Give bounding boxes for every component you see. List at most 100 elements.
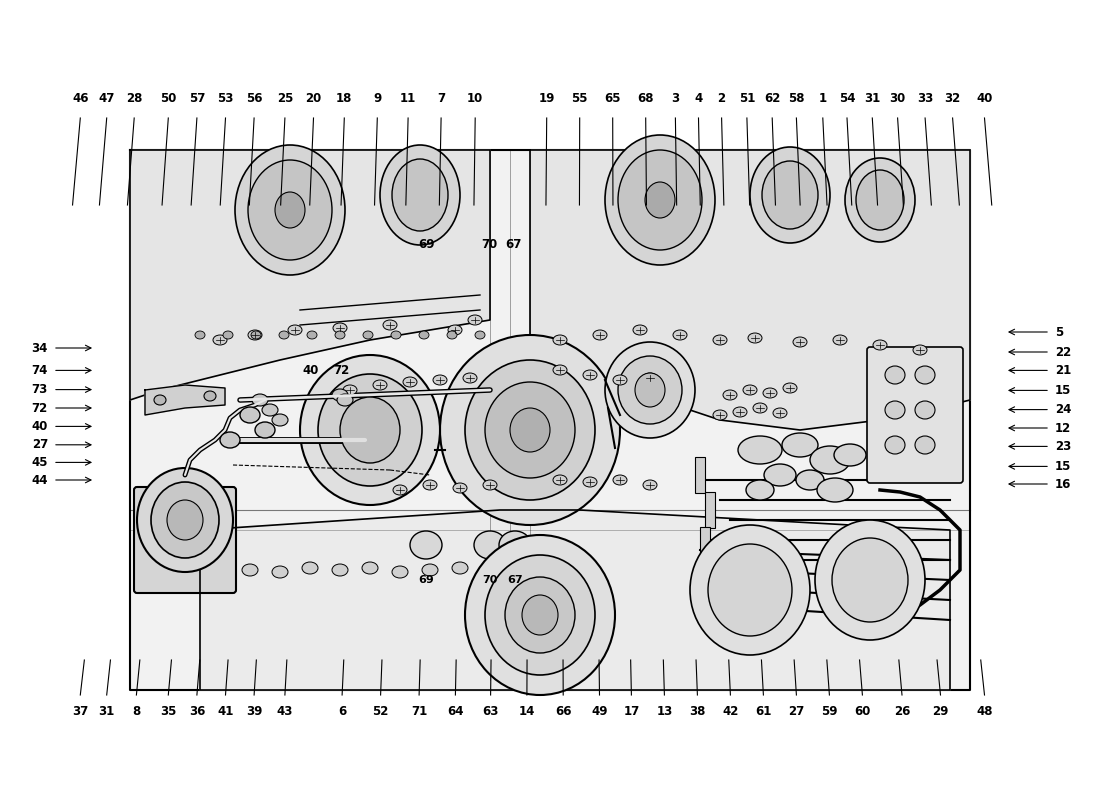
Ellipse shape bbox=[613, 475, 627, 485]
Text: 72: 72 bbox=[333, 364, 349, 377]
Bar bbox=[710, 562, 720, 598]
Ellipse shape bbox=[645, 182, 675, 218]
Ellipse shape bbox=[403, 377, 417, 387]
Bar bbox=[705, 492, 715, 528]
Ellipse shape bbox=[522, 595, 558, 635]
Ellipse shape bbox=[553, 335, 566, 345]
Text: 14: 14 bbox=[519, 705, 535, 718]
FancyBboxPatch shape bbox=[867, 347, 962, 483]
Ellipse shape bbox=[713, 335, 727, 345]
Ellipse shape bbox=[240, 407, 260, 423]
Ellipse shape bbox=[337, 394, 353, 406]
Ellipse shape bbox=[255, 422, 275, 438]
Polygon shape bbox=[145, 385, 226, 415]
Text: 6: 6 bbox=[338, 705, 346, 718]
Polygon shape bbox=[130, 150, 490, 400]
Ellipse shape bbox=[856, 170, 904, 230]
Ellipse shape bbox=[763, 388, 777, 398]
Ellipse shape bbox=[553, 365, 566, 375]
Text: 8: 8 bbox=[132, 705, 141, 718]
Text: 50: 50 bbox=[161, 92, 176, 105]
Ellipse shape bbox=[302, 562, 318, 574]
Text: 26: 26 bbox=[894, 705, 910, 718]
Text: eurospares: eurospares bbox=[180, 282, 480, 326]
Text: 73: 73 bbox=[32, 383, 48, 396]
Ellipse shape bbox=[834, 444, 866, 466]
Ellipse shape bbox=[262, 404, 278, 416]
Ellipse shape bbox=[279, 331, 289, 339]
Text: 12: 12 bbox=[1055, 422, 1071, 434]
Text: 2: 2 bbox=[717, 92, 726, 105]
Ellipse shape bbox=[248, 330, 262, 340]
Text: 59: 59 bbox=[821, 705, 838, 718]
Text: 68: 68 bbox=[637, 92, 653, 105]
Ellipse shape bbox=[379, 145, 460, 245]
Ellipse shape bbox=[605, 135, 715, 265]
Ellipse shape bbox=[553, 475, 566, 485]
Ellipse shape bbox=[773, 408, 786, 418]
Ellipse shape bbox=[733, 407, 747, 417]
Ellipse shape bbox=[242, 564, 258, 576]
Bar bbox=[695, 457, 705, 493]
Text: 71: 71 bbox=[411, 705, 427, 718]
Ellipse shape bbox=[832, 538, 908, 622]
Ellipse shape bbox=[613, 375, 627, 385]
Ellipse shape bbox=[333, 323, 346, 333]
Ellipse shape bbox=[419, 331, 429, 339]
Text: 61: 61 bbox=[756, 705, 771, 718]
Ellipse shape bbox=[223, 331, 233, 339]
Ellipse shape bbox=[332, 564, 348, 576]
Text: 72: 72 bbox=[32, 402, 48, 414]
Ellipse shape bbox=[340, 397, 400, 463]
Text: 32: 32 bbox=[945, 92, 960, 105]
Text: 52: 52 bbox=[373, 705, 388, 718]
Ellipse shape bbox=[453, 483, 468, 493]
Ellipse shape bbox=[447, 331, 456, 339]
Ellipse shape bbox=[915, 401, 935, 419]
Text: 64: 64 bbox=[447, 705, 464, 718]
Ellipse shape bbox=[673, 330, 688, 340]
Text: 35: 35 bbox=[161, 705, 176, 718]
Text: 70: 70 bbox=[482, 575, 497, 585]
Text: 67: 67 bbox=[507, 575, 522, 585]
Text: 74: 74 bbox=[32, 364, 48, 377]
Text: 63: 63 bbox=[483, 705, 498, 718]
Text: 55: 55 bbox=[572, 92, 588, 105]
Text: 62: 62 bbox=[764, 92, 780, 105]
Text: 43: 43 bbox=[277, 705, 293, 718]
Ellipse shape bbox=[422, 564, 438, 576]
Text: 11: 11 bbox=[400, 92, 416, 105]
FancyBboxPatch shape bbox=[134, 487, 236, 593]
Ellipse shape bbox=[393, 485, 407, 495]
Ellipse shape bbox=[713, 410, 727, 420]
Ellipse shape bbox=[886, 436, 905, 454]
Text: 49: 49 bbox=[592, 705, 607, 718]
Ellipse shape bbox=[475, 331, 485, 339]
Text: 69: 69 bbox=[418, 238, 436, 250]
Text: eurospares: eurospares bbox=[565, 474, 865, 518]
Text: 36: 36 bbox=[189, 705, 205, 718]
Text: 7: 7 bbox=[437, 92, 446, 105]
Ellipse shape bbox=[505, 577, 575, 653]
Ellipse shape bbox=[593, 330, 607, 340]
Ellipse shape bbox=[307, 331, 317, 339]
Text: 19: 19 bbox=[539, 92, 554, 105]
Ellipse shape bbox=[764, 464, 796, 486]
Ellipse shape bbox=[332, 389, 348, 401]
Ellipse shape bbox=[272, 414, 288, 426]
Ellipse shape bbox=[915, 366, 935, 384]
Text: 31: 31 bbox=[99, 705, 114, 718]
Ellipse shape bbox=[390, 331, 402, 339]
Ellipse shape bbox=[915, 436, 935, 454]
Text: 18: 18 bbox=[337, 92, 352, 105]
Ellipse shape bbox=[343, 385, 358, 395]
Text: 15: 15 bbox=[1055, 384, 1071, 397]
Text: 27: 27 bbox=[789, 705, 804, 718]
Text: 66: 66 bbox=[556, 705, 572, 718]
Ellipse shape bbox=[167, 500, 204, 540]
Text: 4: 4 bbox=[694, 92, 703, 105]
Ellipse shape bbox=[410, 531, 442, 559]
Ellipse shape bbox=[510, 408, 550, 452]
Text: 56: 56 bbox=[246, 92, 263, 105]
Ellipse shape bbox=[796, 470, 824, 490]
